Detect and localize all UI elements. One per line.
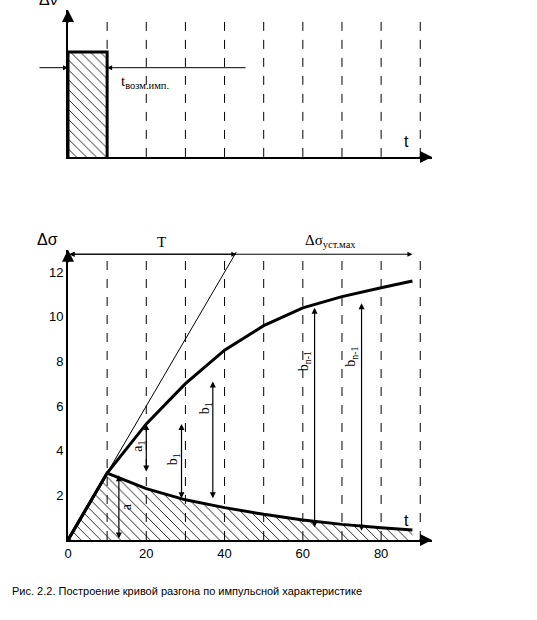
svg-text:b​n-1​: b​n-1​: [343, 347, 360, 367]
svg-text:Δσ: Δσ: [37, 231, 58, 248]
svg-text:T: T: [157, 234, 166, 250]
svg-text:60: 60: [296, 546, 310, 561]
svg-text:a: a: [119, 503, 134, 510]
svg-text:b​n-1​: b​n-1​: [296, 351, 313, 371]
svg-text:6: 6: [56, 399, 63, 414]
svg-text:Δσ​уст.мах​: Δσ​уст.мах​: [305, 232, 356, 250]
svg-text:40: 40: [217, 546, 231, 561]
svg-text:10: 10: [49, 309, 63, 324]
svg-text:20: 20: [139, 546, 153, 561]
svg-text:Δν: Δν: [39, 0, 58, 8]
svg-text:b​1​: b​1​: [197, 402, 214, 414]
svg-text:Рис. 2.2. Построение кривой ра: Рис. 2.2. Построение кривой разгона по и…: [12, 585, 362, 597]
svg-text:a​1​: a​1​: [130, 440, 147, 451]
svg-text:t: t: [404, 512, 409, 529]
svg-text:t​возм.имп.​: t​возм.имп.​: [121, 73, 169, 91]
svg-text:4: 4: [56, 443, 63, 458]
svg-text:2: 2: [56, 488, 63, 503]
svg-text:8: 8: [56, 354, 63, 369]
svg-text:80: 80: [374, 546, 388, 561]
svg-text:0: 0: [64, 546, 71, 561]
svg-text:b​1​: b​1​: [165, 453, 182, 465]
svg-text:t: t: [404, 133, 409, 150]
svg-text:12: 12: [49, 265, 63, 280]
